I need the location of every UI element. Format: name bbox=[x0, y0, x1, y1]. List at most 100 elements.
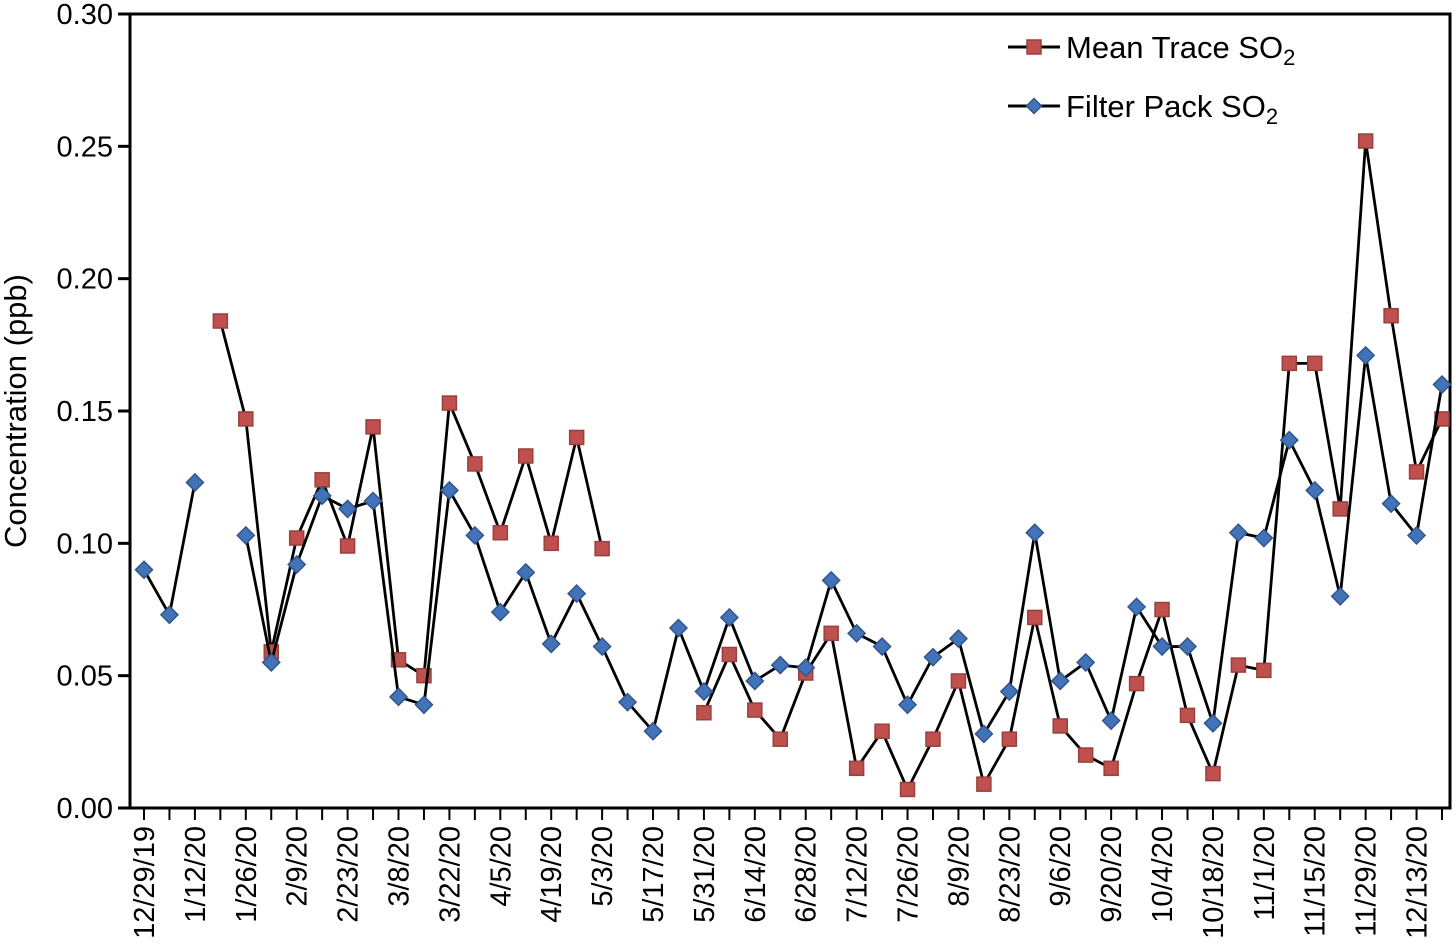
x-tick-label: 6/14/20 bbox=[740, 826, 772, 923]
data-point-diamond bbox=[618, 692, 638, 712]
data-point-diamond bbox=[1381, 494, 1401, 514]
data-point-diamond bbox=[821, 570, 841, 590]
data-point-square bbox=[365, 419, 381, 435]
x-tick-label: 12/13/20 bbox=[1402, 826, 1434, 939]
data-point-square bbox=[721, 646, 738, 663]
data-point-diamond bbox=[185, 472, 205, 493]
x-tick-label: 8/9/20 bbox=[943, 826, 975, 907]
data-point-square bbox=[543, 535, 559, 552]
data-point-diamond bbox=[1330, 586, 1350, 606]
data-point-diamond bbox=[1152, 636, 1172, 657]
data-point-diamond bbox=[439, 480, 459, 500]
data-point-diamond bbox=[1076, 652, 1096, 672]
data-point-diamond bbox=[897, 695, 918, 715]
x-tick-label: 5/3/20 bbox=[587, 826, 619, 907]
data-point-diamond bbox=[974, 724, 994, 744]
x-tick-label: 5/17/20 bbox=[638, 826, 670, 923]
data-point-square bbox=[1154, 601, 1170, 618]
x-tick-label: 11/1/20 bbox=[1249, 826, 1281, 921]
data-point-square bbox=[950, 673, 967, 689]
x-tick-label: 4/5/20 bbox=[485, 826, 517, 907]
data-point-square bbox=[1128, 675, 1145, 692]
data-point-diamond bbox=[1305, 480, 1325, 500]
data-point-diamond bbox=[719, 607, 739, 628]
x-tick-label: 1/12/20 bbox=[180, 826, 212, 923]
data-point-diamond bbox=[1203, 713, 1223, 733]
legend-item: Mean Trace SO2 bbox=[1008, 30, 1295, 70]
data-point-diamond bbox=[1127, 597, 1147, 617]
data-point-diamond bbox=[1101, 711, 1121, 731]
y-tick-label: 0.30 bbox=[57, 0, 113, 31]
data-point-square bbox=[1103, 760, 1119, 777]
data-point-square bbox=[772, 731, 789, 747]
data-point-diamond bbox=[1279, 430, 1299, 450]
x-tick-label: 3/22/20 bbox=[434, 826, 466, 923]
y-axis: 0.00 0.05 0.10 0.15 0.20 0.25 0.30 Concentratio… bbox=[0, 0, 130, 825]
data-point-square bbox=[1281, 355, 1298, 372]
data-point-square bbox=[1027, 609, 1043, 626]
data-point-diamond bbox=[363, 491, 383, 511]
x-tick-label: 7/12/20 bbox=[842, 826, 874, 923]
series-layer bbox=[134, 133, 1452, 798]
data-point-diamond bbox=[1177, 636, 1198, 657]
x-tick-label: 3/8/20 bbox=[384, 826, 416, 907]
x-tick-label: 9/20/20 bbox=[1096, 826, 1128, 923]
data-point-diamond bbox=[999, 681, 1019, 702]
y-tick-label: 0.15 bbox=[57, 396, 113, 428]
data-point-diamond bbox=[414, 695, 434, 715]
data-point-diamond bbox=[516, 562, 536, 583]
data-point-diamond bbox=[1025, 523, 1045, 543]
x-axis: 12/29/19 1/12/20 1/26/20 2/9/20 2/23/20 3/8/2… bbox=[129, 808, 1443, 939]
data-point-square bbox=[314, 472, 330, 488]
data-point-square bbox=[1179, 707, 1196, 724]
y-tick-label: 0.05 bbox=[57, 661, 113, 693]
data-point-diamond bbox=[287, 554, 307, 575]
data-point-square bbox=[1332, 501, 1348, 517]
data-point-square bbox=[1408, 464, 1425, 480]
y-tick-label: 0.20 bbox=[57, 264, 113, 296]
data-point-square bbox=[339, 538, 356, 554]
data-point-diamond bbox=[134, 560, 154, 580]
legend-label: Mean Trace SO2 bbox=[1066, 30, 1295, 70]
y-axis-title: Concentration (ppb) bbox=[0, 274, 33, 548]
series-line bbox=[218, 320, 604, 678]
data-point-diamond bbox=[1025, 97, 1043, 115]
series-square bbox=[212, 133, 1450, 798]
data-point-diamond bbox=[770, 655, 790, 675]
legend: Mean Trace SO2 Filter Pack SO2 bbox=[1008, 30, 1295, 129]
x-tick-label: 6/28/20 bbox=[791, 826, 823, 923]
data-point-diamond bbox=[847, 623, 867, 643]
data-point-square bbox=[925, 731, 941, 747]
plot-border bbox=[128, 12, 1452, 810]
data-point-square bbox=[492, 524, 509, 541]
data-point-diamond bbox=[643, 721, 663, 741]
data-point-diamond bbox=[1050, 671, 1070, 691]
x-tick-label: 2/23/20 bbox=[333, 826, 365, 923]
x-tick-label: 9/6/20 bbox=[1045, 826, 1077, 907]
data-point-square bbox=[518, 448, 534, 464]
x-tick-label: 11/15/20 bbox=[1300, 826, 1332, 937]
plot-area bbox=[128, 12, 1452, 810]
data-point-diamond bbox=[261, 652, 281, 672]
legend-label: Filter Pack SO2 bbox=[1066, 89, 1278, 129]
data-point-diamond bbox=[872, 636, 892, 657]
data-point-diamond bbox=[312, 486, 332, 506]
x-tick-label: 2/9/20 bbox=[282, 826, 314, 907]
x-tick-label: 11/29/20 bbox=[1351, 826, 1383, 937]
data-point-square bbox=[976, 776, 992, 792]
data-point-square bbox=[238, 411, 254, 427]
data-point-square bbox=[1077, 747, 1094, 763]
x-tick-label: 12/29/19 bbox=[129, 826, 161, 939]
series-line bbox=[702, 139, 1444, 791]
data-point-square bbox=[874, 723, 890, 739]
data-point-square bbox=[1052, 718, 1068, 734]
x-tick-label: 10/4/20 bbox=[1147, 826, 1179, 923]
data-point-square bbox=[1383, 307, 1399, 324]
series-line bbox=[142, 482, 197, 617]
data-point-diamond bbox=[465, 525, 485, 545]
series-diamond bbox=[134, 345, 1452, 744]
data-point-square bbox=[568, 429, 585, 446]
data-point-diamond bbox=[567, 584, 587, 604]
data-point-diamond bbox=[338, 499, 358, 519]
